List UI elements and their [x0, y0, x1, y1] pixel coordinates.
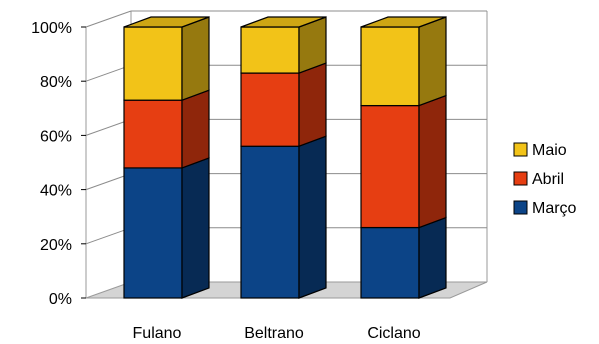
bar-face — [360, 26, 420, 107]
bar-side — [181, 16, 210, 102]
bar-side — [181, 157, 210, 299]
bar-column — [240, 16, 327, 299]
bar-face — [360, 226, 420, 299]
bar-top — [123, 16, 210, 28]
y-tick-label: 100% — [31, 20, 72, 37]
x-axis-labels: Fulano Beltrano Ciclano — [133, 325, 421, 342]
bar-side — [298, 62, 327, 148]
bar-column — [123, 16, 210, 299]
legend-swatch — [513, 200, 528, 215]
legend-label: Maio — [532, 142, 567, 159]
bar-side — [418, 16, 447, 107]
bar-segment — [240, 16, 327, 74]
bar-top — [240, 16, 327, 28]
bar-top — [360, 16, 447, 28]
bar-side — [298, 135, 327, 299]
x-category-label: Ciclano — [367, 325, 420, 342]
bar-face — [240, 26, 300, 74]
bar-segment — [240, 135, 327, 299]
legend-item: Março — [513, 200, 577, 217]
legend-swatch — [513, 171, 528, 186]
bar-segment — [123, 157, 210, 299]
y-tick-label: 60% — [40, 128, 72, 145]
bar-face — [123, 167, 183, 299]
bar-column — [360, 16, 447, 299]
bar-side — [418, 216, 447, 299]
bar-face — [360, 104, 420, 229]
y-tick-label: 40% — [40, 183, 72, 200]
bar-face — [123, 99, 183, 169]
legend-item: Maio — [513, 142, 567, 159]
bars — [123, 16, 447, 299]
bar-segment — [123, 89, 210, 169]
bar-segment — [240, 62, 327, 148]
bar-side — [181, 89, 210, 169]
legend-label: Março — [532, 200, 577, 217]
x-category-label: Fulano — [133, 325, 182, 342]
bar-face — [123, 26, 183, 101]
bar-segment — [360, 16, 447, 107]
legend-label: Abril — [532, 171, 564, 188]
y-axis-ticks: 0% 20% 40% 60% 80% 100% — [31, 20, 86, 308]
legend-item: Abril — [513, 171, 564, 188]
bar-segment — [360, 94, 447, 229]
x-category-label: Beltrano — [244, 325, 304, 342]
bar-segment — [360, 216, 447, 299]
y-tick-label: 20% — [40, 237, 72, 254]
y-tick-label: 0% — [49, 291, 72, 308]
bar-segment — [123, 16, 210, 102]
gridline-side — [85, 10, 132, 28]
legend: Maio Abril Março — [513, 142, 577, 217]
bar-side — [418, 94, 447, 229]
y-tick-label: 80% — [40, 74, 72, 91]
bar-face — [240, 72, 300, 147]
legend-swatch — [513, 142, 528, 157]
bar-face — [240, 145, 300, 299]
